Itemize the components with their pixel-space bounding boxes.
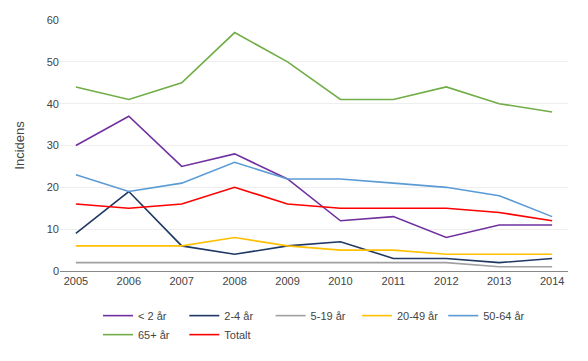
svg-text:65+ år: 65+ år <box>138 329 170 341</box>
svg-text:50-64 år: 50-64 år <box>483 310 524 322</box>
svg-text:2012: 2012 <box>434 275 458 287</box>
svg-text:2013: 2013 <box>487 275 511 287</box>
svg-text:5-19 år: 5-19 år <box>311 310 346 322</box>
svg-text:10: 10 <box>47 223 59 235</box>
svg-text:Incidens: Incidens <box>12 121 27 170</box>
svg-text:20: 20 <box>47 181 59 193</box>
svg-text:2011: 2011 <box>382 275 406 287</box>
svg-text:2010: 2010 <box>328 275 352 287</box>
svg-text:2-4 år: 2-4 år <box>224 310 253 322</box>
svg-text:2005: 2005 <box>64 275 88 287</box>
svg-text:2006: 2006 <box>117 275 141 287</box>
svg-text:50: 50 <box>47 56 59 68</box>
svg-text:Totalt: Totalt <box>224 329 250 341</box>
svg-text:2014: 2014 <box>540 275 564 287</box>
svg-text:2008: 2008 <box>222 275 246 287</box>
svg-text:20-49 år: 20-49 år <box>397 310 438 322</box>
svg-text:60: 60 <box>47 14 59 26</box>
svg-text:2007: 2007 <box>169 275 193 287</box>
svg-text:40: 40 <box>47 98 59 110</box>
svg-text:30: 30 <box>47 139 59 151</box>
svg-text:0: 0 <box>53 265 59 277</box>
svg-text:< 2 år: < 2 år <box>138 310 167 322</box>
svg-text:2009: 2009 <box>275 275 299 287</box>
